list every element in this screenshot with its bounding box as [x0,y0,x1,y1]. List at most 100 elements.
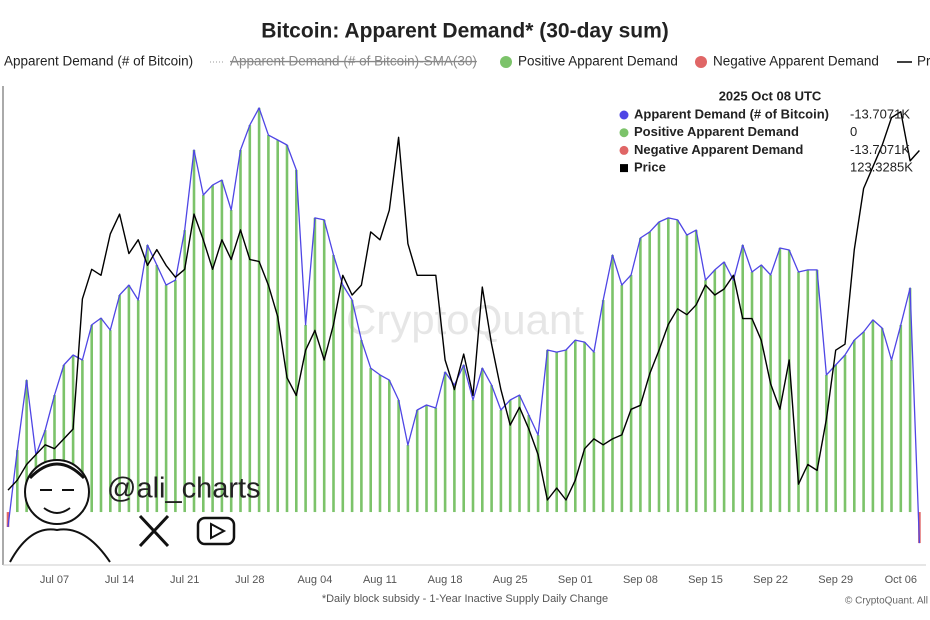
legend-marker [695,56,707,68]
bar [815,269,819,513]
bar [174,280,177,513]
x-tick-label: Sep 22 [753,574,788,586]
bar [490,385,493,513]
bar [248,125,252,513]
x-tick-label: Sep 08 [623,574,658,586]
bar [574,340,577,513]
bar [806,269,810,513]
avatar-hair [28,462,86,480]
x-tick-label: Aug 04 [297,574,332,586]
bar [53,395,56,513]
tooltip-marker [619,128,629,138]
tooltip-series-name: Positive Apparent Demand [634,124,799,139]
bar [611,254,614,513]
legend-marker [500,56,512,68]
bar [415,409,419,513]
x-tick-label: Sep 01 [558,574,593,586]
bar [601,300,605,513]
bar [639,238,642,513]
legend: Apparent Demand (# of Bitcoin) Apparent D… [4,54,930,69]
legend-label: Negative Apparent Demand [713,54,879,69]
bar [471,400,475,513]
x-tick-label: Sep 29 [818,574,853,586]
bar [760,264,763,513]
bar [211,185,214,513]
bar [769,274,772,513]
tooltip-marker [619,110,629,120]
bar [583,342,586,513]
x-tick-label: Jul 14 [105,574,134,586]
bar [908,288,912,513]
bar [183,230,186,513]
bar [90,324,93,513]
bar [453,385,456,513]
tooltip-title: 2025 Oct 08 UTC [719,88,822,103]
bar [257,107,261,513]
bar [564,350,568,513]
bar [797,271,800,513]
legend-label: Price [917,54,930,69]
tooltip-marker [620,164,628,173]
bar [843,355,847,513]
x-tick-label: Jul 07 [40,574,69,586]
bar [732,280,735,513]
bar [741,245,744,513]
tooltip-marker [619,145,629,155]
bar [118,295,121,513]
bar [834,364,837,513]
x-tick-label: Aug 18 [428,574,463,586]
youtube-logo [196,516,236,546]
bar [871,319,875,513]
avatar-body [9,528,111,563]
bar [462,364,465,513]
bar [546,350,549,513]
tooltip-series-name: Price [634,160,666,175]
price-line [7,111,920,501]
avatar-face [40,489,74,514]
bar [71,355,75,513]
bar [667,217,670,513]
bar [322,219,326,513]
bar [825,374,828,513]
bar [109,330,112,513]
bar [285,145,289,513]
bar [481,368,484,513]
bar [295,169,298,513]
footnote: *Daily block subsidy - 1-Year Inactive S… [322,593,608,605]
copyright: © CryptoQuant. All [845,596,928,607]
x-tick-label: Aug 25 [493,574,528,586]
bar [434,407,438,513]
x-tick-label: Oct 06 [885,574,917,586]
bar [853,340,856,513]
bar [276,140,279,513]
bar [81,359,84,513]
bar [899,324,903,513]
bars [6,107,921,544]
bar [341,285,345,513]
bar [555,352,558,513]
bar [536,435,540,513]
bar [694,230,698,513]
bar [592,352,596,513]
bar [499,409,503,513]
x-tick-label: Jul 21 [170,574,199,586]
bar [350,300,354,513]
bar [369,368,372,513]
bar [127,285,131,513]
bar [202,195,205,513]
tooltip-value: 0 [850,124,857,139]
bar [778,247,782,513]
bar [406,445,410,513]
bar [657,221,661,513]
tooltip-series-name: Negative Apparent Demand [634,142,803,157]
bar [239,150,242,513]
bar [6,512,10,527]
bar [880,328,884,513]
bar [787,250,791,513]
avatar-head [24,459,90,525]
bar [443,371,447,513]
bar [862,331,865,513]
bar [704,280,707,513]
